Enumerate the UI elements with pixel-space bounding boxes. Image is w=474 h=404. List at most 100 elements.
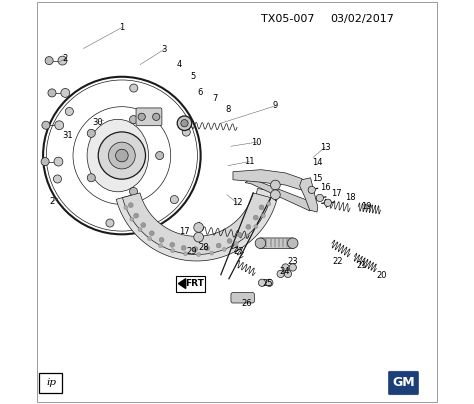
Text: 19: 19 bbox=[361, 202, 372, 210]
Text: 1: 1 bbox=[119, 23, 125, 32]
Circle shape bbox=[45, 57, 53, 65]
Circle shape bbox=[170, 242, 175, 247]
Circle shape bbox=[87, 174, 95, 182]
Circle shape bbox=[153, 113, 160, 120]
Circle shape bbox=[255, 238, 266, 248]
Circle shape bbox=[316, 194, 323, 202]
Circle shape bbox=[259, 205, 264, 210]
Circle shape bbox=[324, 199, 331, 206]
Text: 12: 12 bbox=[232, 198, 242, 207]
Text: 27: 27 bbox=[234, 247, 244, 256]
Polygon shape bbox=[300, 178, 318, 212]
Circle shape bbox=[271, 190, 280, 200]
Text: 29: 29 bbox=[186, 247, 197, 256]
Text: 16: 16 bbox=[320, 183, 331, 192]
Text: 13: 13 bbox=[320, 143, 330, 152]
Circle shape bbox=[308, 186, 315, 194]
Circle shape bbox=[170, 196, 178, 204]
Text: 28: 28 bbox=[199, 243, 209, 252]
Circle shape bbox=[171, 249, 175, 253]
Circle shape bbox=[55, 121, 64, 130]
Circle shape bbox=[130, 217, 134, 221]
FancyBboxPatch shape bbox=[136, 108, 162, 126]
Text: 8: 8 bbox=[226, 105, 231, 114]
Circle shape bbox=[129, 116, 137, 124]
Circle shape bbox=[149, 231, 154, 236]
Circle shape bbox=[222, 247, 226, 251]
Circle shape bbox=[130, 84, 138, 92]
Text: 15: 15 bbox=[312, 174, 322, 183]
Circle shape bbox=[258, 279, 266, 286]
Circle shape bbox=[277, 270, 284, 278]
Circle shape bbox=[210, 251, 214, 255]
Circle shape bbox=[237, 232, 242, 237]
Circle shape bbox=[288, 238, 298, 248]
Text: 14: 14 bbox=[312, 158, 323, 167]
Text: 4: 4 bbox=[177, 60, 182, 69]
Text: 2: 2 bbox=[63, 54, 68, 63]
Text: 31: 31 bbox=[62, 131, 73, 140]
Polygon shape bbox=[178, 279, 186, 288]
Text: 26: 26 bbox=[242, 299, 253, 308]
Circle shape bbox=[48, 89, 56, 97]
Circle shape bbox=[182, 128, 190, 136]
Text: 5: 5 bbox=[190, 72, 195, 81]
Text: 25: 25 bbox=[262, 279, 273, 288]
FancyBboxPatch shape bbox=[389, 371, 419, 395]
Circle shape bbox=[271, 180, 280, 190]
Text: GM: GM bbox=[392, 376, 415, 389]
Circle shape bbox=[194, 223, 203, 232]
Circle shape bbox=[54, 175, 62, 183]
Circle shape bbox=[234, 242, 238, 246]
Polygon shape bbox=[245, 179, 316, 211]
Circle shape bbox=[253, 215, 258, 220]
Circle shape bbox=[284, 270, 292, 278]
Circle shape bbox=[98, 132, 146, 179]
Text: ip: ip bbox=[46, 378, 56, 387]
Text: 17: 17 bbox=[179, 227, 190, 236]
Circle shape bbox=[106, 219, 114, 227]
Circle shape bbox=[246, 224, 251, 229]
Circle shape bbox=[41, 158, 49, 166]
Circle shape bbox=[266, 279, 273, 286]
Circle shape bbox=[159, 238, 164, 242]
Circle shape bbox=[147, 236, 152, 240]
Circle shape bbox=[159, 244, 163, 248]
Circle shape bbox=[267, 202, 271, 206]
Circle shape bbox=[61, 88, 70, 97]
Circle shape bbox=[181, 120, 188, 127]
Text: FRT: FRT bbox=[185, 279, 204, 288]
FancyBboxPatch shape bbox=[259, 238, 294, 248]
Text: 22: 22 bbox=[332, 257, 342, 266]
FancyBboxPatch shape bbox=[175, 276, 205, 292]
Circle shape bbox=[183, 252, 188, 256]
FancyBboxPatch shape bbox=[39, 373, 63, 393]
Circle shape bbox=[261, 214, 265, 218]
Circle shape bbox=[245, 234, 249, 238]
Text: 2: 2 bbox=[50, 198, 55, 206]
Text: 17: 17 bbox=[331, 189, 341, 198]
Circle shape bbox=[205, 246, 210, 251]
Circle shape bbox=[58, 56, 67, 65]
Polygon shape bbox=[116, 189, 279, 261]
Circle shape bbox=[177, 116, 192, 130]
Text: 21: 21 bbox=[356, 261, 367, 270]
Text: 7: 7 bbox=[212, 95, 218, 103]
Text: 20: 20 bbox=[376, 271, 387, 280]
Circle shape bbox=[227, 239, 232, 244]
Text: 03/02/2017: 03/02/2017 bbox=[330, 14, 394, 24]
Circle shape bbox=[87, 129, 95, 137]
Text: 11: 11 bbox=[244, 157, 255, 166]
Text: 9: 9 bbox=[273, 101, 278, 110]
Text: 30: 30 bbox=[92, 118, 103, 126]
Text: 6: 6 bbox=[197, 88, 202, 97]
Circle shape bbox=[194, 232, 203, 242]
Polygon shape bbox=[122, 193, 271, 255]
FancyBboxPatch shape bbox=[231, 292, 255, 303]
Circle shape bbox=[197, 252, 201, 257]
Text: 3: 3 bbox=[162, 45, 167, 54]
Circle shape bbox=[54, 157, 63, 166]
Text: 18: 18 bbox=[345, 194, 356, 202]
Circle shape bbox=[128, 203, 133, 208]
Circle shape bbox=[254, 225, 258, 229]
